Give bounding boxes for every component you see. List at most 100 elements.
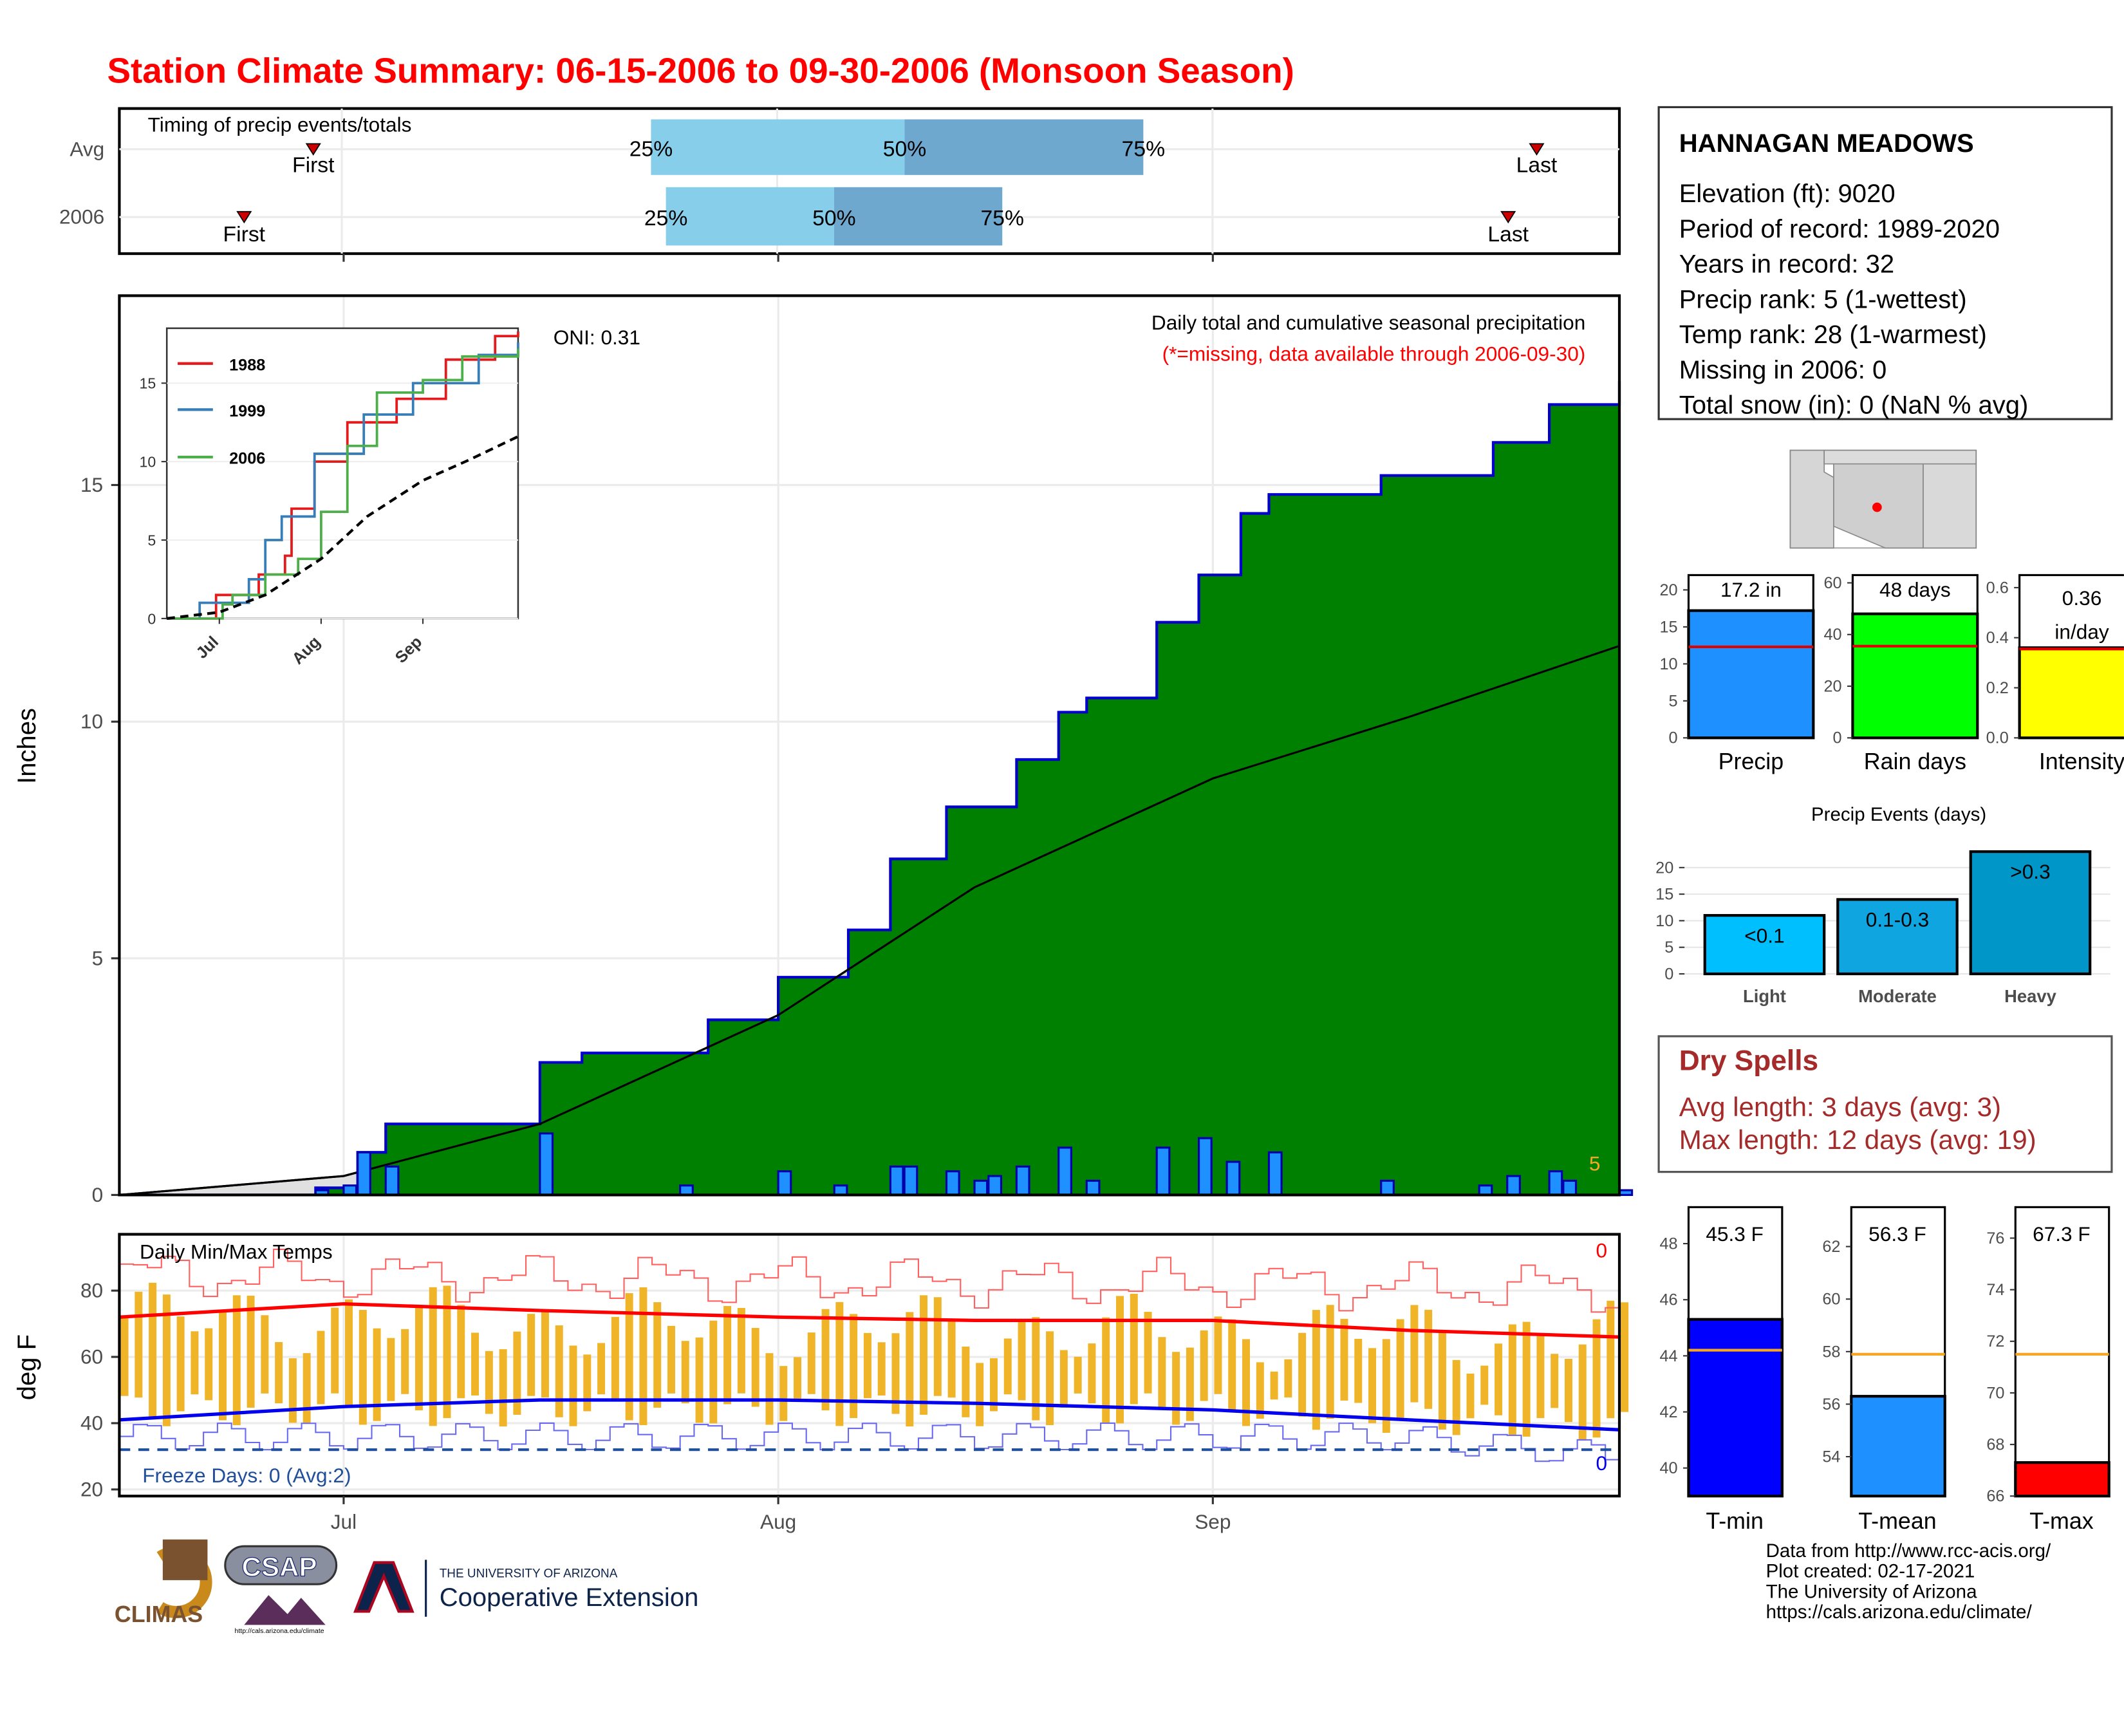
temp-range-bar-68 xyxy=(1074,1356,1082,1394)
temp-range-bar-61 xyxy=(976,1363,984,1426)
temp-range-bar-24 xyxy=(457,1305,465,1399)
y2006-first-label: First xyxy=(223,222,266,247)
temp-range-bar-107 xyxy=(1621,1302,1629,1412)
temp-ytick-label-60: 60 xyxy=(80,1345,103,1368)
csap-cloud xyxy=(224,1545,338,1585)
temp-range-bar-19 xyxy=(387,1338,395,1401)
tmax-mini-value-label: 67.3 F xyxy=(2033,1222,2091,1246)
temp-range-bar-99 xyxy=(1508,1324,1516,1436)
temp-range-bar-43 xyxy=(723,1305,732,1405)
temp-range-bar-10 xyxy=(261,1315,269,1394)
temp-range-bar-21 xyxy=(415,1307,423,1411)
tmean-mini-ytick-label-56: 56 xyxy=(1822,1395,1840,1414)
tmax-mini-ytick-label-74: 74 xyxy=(1986,1281,2004,1299)
tmin-mini-ytick-label-48: 48 xyxy=(1659,1235,1677,1253)
oni-label: ONI: 0.31 xyxy=(554,326,640,349)
dry-spells-box: Dry Spells Avg length: 3 days (avg: 3) M… xyxy=(1657,1035,2113,1173)
raindays-mini-axis-label: Rain days xyxy=(1864,749,1966,774)
avg-50-75-bar xyxy=(904,119,1144,175)
precip-mini-ytick-label-0: 0 xyxy=(1669,729,1678,747)
daily-precip-bar-2006-08-05 xyxy=(833,1184,848,1197)
missing-count: 5 xyxy=(1589,1152,1601,1175)
temp-range-bar-15 xyxy=(331,1307,339,1394)
inset-series-2006 xyxy=(167,348,519,620)
events-bar-light xyxy=(1703,914,1826,976)
temp-range-bar-69 xyxy=(1088,1343,1096,1404)
events-ytick-label-0: 0 xyxy=(1664,965,1673,983)
temp-range-bar-52 xyxy=(850,1314,858,1419)
inset-frame xyxy=(165,327,519,620)
temp-range-bar-71 xyxy=(1115,1296,1124,1424)
events-bar-moderate xyxy=(1836,898,1959,976)
climas-logo-block xyxy=(162,1539,208,1580)
precip-mini-ytick-label-10: 10 xyxy=(1659,655,1677,673)
temp-range-bar-102 xyxy=(1551,1354,1559,1408)
temp-range-bar-95 xyxy=(1452,1359,1460,1435)
precip-mini-value-label: 17.2 in xyxy=(1720,578,1782,601)
tmean-mini-ytick-label-62: 62 xyxy=(1822,1238,1840,1256)
temp-range-bar-88 xyxy=(1354,1338,1363,1403)
tmax-mini-frame xyxy=(2014,1206,2110,1497)
temp-range-bar-45 xyxy=(751,1328,759,1407)
temp-range-bar-33 xyxy=(583,1354,592,1412)
precip-ylabel: Inches xyxy=(13,708,41,784)
daily-precip-bar-2006-07-02 xyxy=(357,1151,371,1197)
temp-range-bar-65 xyxy=(1032,1317,1040,1421)
station-precip-rank: Precip rank: 5 (1-wettest) xyxy=(1679,285,1967,313)
timing-row-avg-label: Avg xyxy=(70,137,104,160)
temp-range-bar-25 xyxy=(471,1332,480,1395)
avg-q75-label: 75% xyxy=(1122,136,1165,161)
temp-range-bar-101 xyxy=(1536,1336,1545,1419)
temp-range-bar-32 xyxy=(569,1345,577,1426)
average-cumulative-line xyxy=(119,644,1620,1197)
min-count-label: 0 xyxy=(1596,1451,1607,1475)
daily-precip-bar-2006-08-16 xyxy=(987,1175,1003,1197)
raindays-mini-ytick-label-0: 0 xyxy=(1833,729,1842,747)
temp-range-bar-105 xyxy=(1592,1319,1601,1438)
climas-logo: CLIMAS xyxy=(115,1539,212,1627)
map-new-mexico xyxy=(1923,463,1977,549)
temp-range-bar-76 xyxy=(1186,1347,1194,1421)
daily-precip-bar-2006-09-26 xyxy=(1562,1179,1578,1197)
inset-series-1999 xyxy=(167,342,519,620)
station-temp-rank: Temp rank: 28 (1-warmest) xyxy=(1679,321,1987,349)
temp-range-bar-42 xyxy=(709,1320,718,1424)
intensity-mini-bar xyxy=(2018,646,2124,740)
climas-logo-text: CLIMAS xyxy=(115,1601,203,1627)
temp-range-bar-49 xyxy=(807,1332,815,1394)
temp-range-bar-97 xyxy=(1480,1365,1489,1405)
temp-range-bar-62 xyxy=(989,1358,998,1412)
temp-range-bar-67 xyxy=(1059,1350,1068,1408)
events-ytick-label-20: 20 xyxy=(1655,859,1673,877)
freeze-days-label: Freeze Days: 0 (Avg:2) xyxy=(142,1464,351,1487)
events-title: Precip Events (days) xyxy=(1811,804,1986,825)
temp-range-bar-82 xyxy=(1270,1371,1278,1400)
dry-avg-length: Avg length: 3 days (avg: 3) xyxy=(1679,1092,2001,1122)
station-info-box: HANNAGAN MEADOWS Elevation (ft): 9020 Pe… xyxy=(1657,106,2113,420)
temp-range-bar-41 xyxy=(695,1337,703,1423)
legend-label-2006: 2006 xyxy=(229,450,265,468)
station-missing: Missing in 2006: 0 xyxy=(1679,356,1887,384)
inset-ytick-label-0: 0 xyxy=(147,610,156,627)
temp-range-bar-22 xyxy=(429,1287,437,1426)
footer-data-source: Data from http://www.rcc-acis.org/ xyxy=(1766,1540,2051,1562)
daily-precip-bar-2006-09-30 xyxy=(1618,1189,1634,1197)
avg-first-label: First xyxy=(292,153,335,178)
map-north-states xyxy=(1823,449,1977,465)
daily-precip-bar-2006-09-25 xyxy=(1548,1170,1563,1197)
temp-range-bar-94 xyxy=(1438,1332,1446,1430)
daily-precip-bar-2006-09-20 xyxy=(1478,1184,1493,1197)
events-xtick-label-0: Light xyxy=(1743,986,1786,1006)
daily-precip-bar-2006-09-02 xyxy=(1225,1161,1241,1197)
daily-temp-range-bars xyxy=(120,1282,1629,1441)
tmax-mini-ytick-label-76: 76 xyxy=(1986,1229,2004,1247)
intensity-mini-value-unit: in/day xyxy=(2054,620,2109,643)
csap-url: http://cals.arizona.edu/climate xyxy=(235,1627,324,1635)
daily-precip-bar-2006-09-22 xyxy=(1506,1175,1521,1197)
temp-range-bar-59 xyxy=(947,1318,956,1398)
temp-range-bar-28 xyxy=(513,1331,521,1415)
temp-range-bar-85 xyxy=(1312,1310,1320,1430)
daily-precip-bar-2006-08-15 xyxy=(973,1179,989,1197)
temp-range-bar-31 xyxy=(555,1325,563,1417)
cumulative-2006-area xyxy=(119,380,1619,1195)
